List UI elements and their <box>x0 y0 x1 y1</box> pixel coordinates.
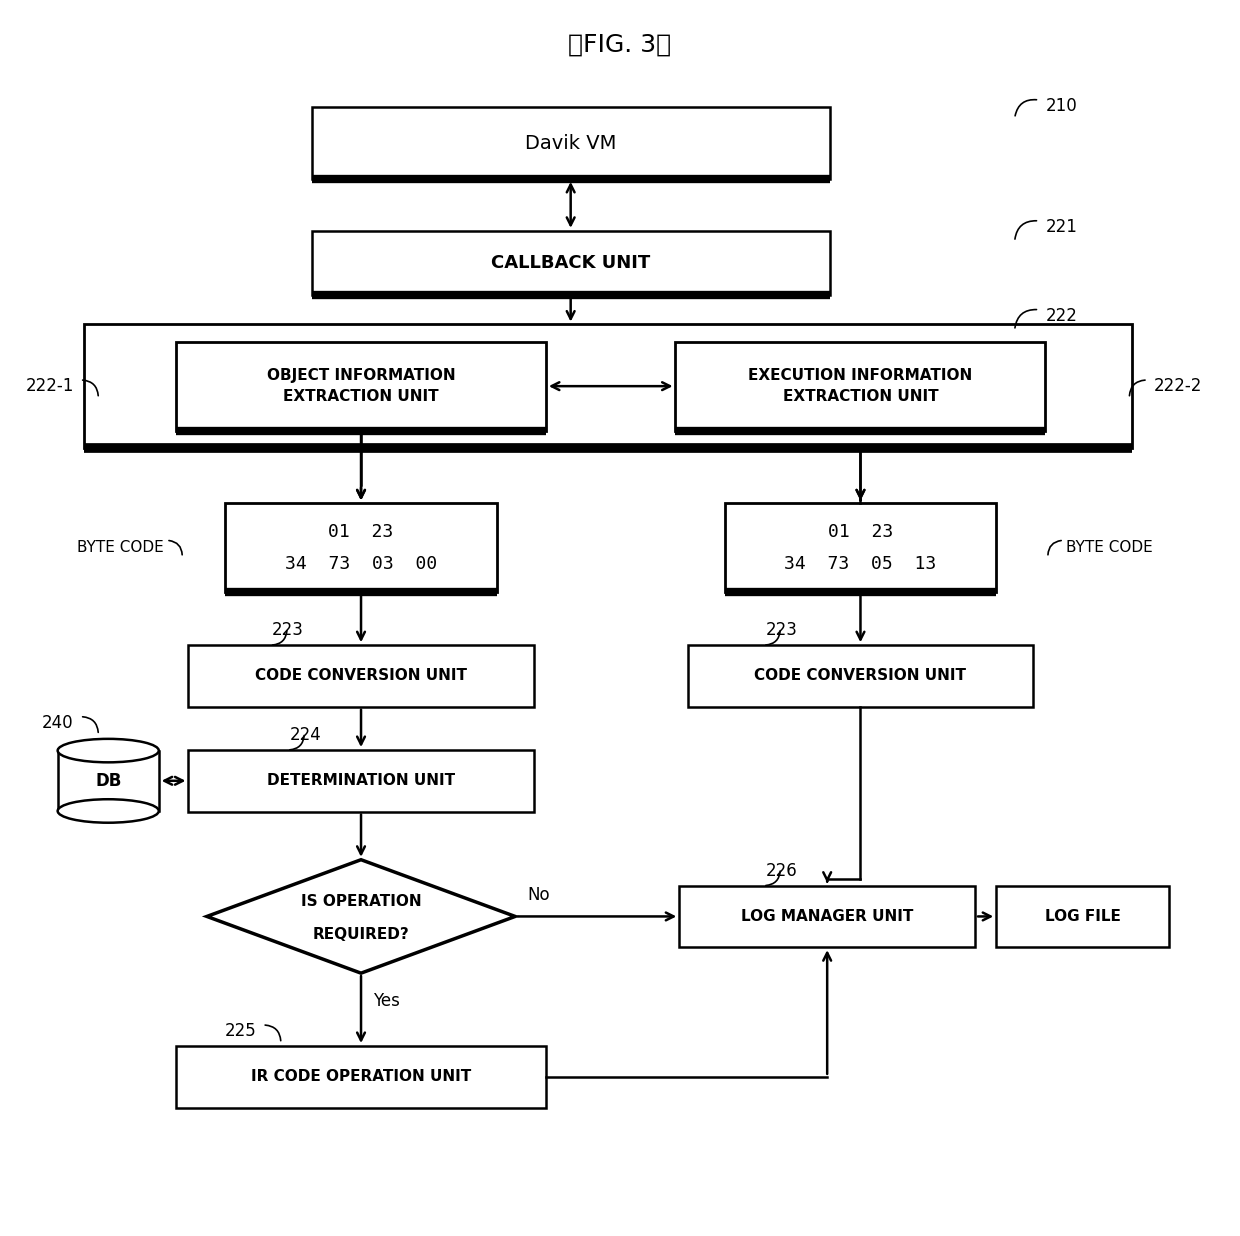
Text: 34  73  03  00: 34 73 03 00 <box>285 555 438 572</box>
Bar <box>176 1046 546 1107</box>
Text: 01  23: 01 23 <box>329 523 393 540</box>
Text: REQUIRED?: REQUIRED? <box>312 927 409 942</box>
Text: 01  23: 01 23 <box>828 523 893 540</box>
Text: CALLBACK UNIT: CALLBACK UNIT <box>491 253 650 272</box>
Text: 240: 240 <box>42 714 73 732</box>
Bar <box>688 645 1033 707</box>
Bar <box>676 342 1045 430</box>
Text: 222-2: 222-2 <box>1154 377 1203 396</box>
Text: No: No <box>527 886 551 904</box>
Text: BYTE CODE: BYTE CODE <box>1066 540 1153 555</box>
Ellipse shape <box>57 800 159 823</box>
Text: CODE CONVERSION UNIT: CODE CONVERSION UNIT <box>754 669 966 684</box>
Bar <box>188 645 533 707</box>
Text: BYTE CODE: BYTE CODE <box>77 540 164 555</box>
Bar <box>226 503 497 592</box>
Bar <box>311 231 830 295</box>
Bar <box>996 886 1169 947</box>
Text: IR CODE OPERATION UNIT: IR CODE OPERATION UNIT <box>250 1069 471 1084</box>
Text: IS OPERATION: IS OPERATION <box>301 894 422 910</box>
Text: 223: 223 <box>273 622 304 639</box>
Text: Davik VM: Davik VM <box>525 133 616 153</box>
Text: CODE CONVERSION UNIT: CODE CONVERSION UNIT <box>255 669 467 684</box>
Text: 【FIG. 3】: 【FIG. 3】 <box>568 32 672 57</box>
Text: 221: 221 <box>1045 218 1078 236</box>
Text: 223: 223 <box>765 622 797 639</box>
Text: DETERMINATION UNIT: DETERMINATION UNIT <box>267 774 455 789</box>
Text: LOG MANAGER UNIT: LOG MANAGER UNIT <box>742 908 914 925</box>
Text: 224: 224 <box>289 727 321 744</box>
Bar <box>57 750 159 811</box>
Text: 222-1: 222-1 <box>25 377 73 396</box>
Bar <box>725 503 996 592</box>
Text: Yes: Yes <box>373 991 401 1010</box>
Text: EXECUTION INFORMATION
EXTRACTION UNIT: EXECUTION INFORMATION EXTRACTION UNIT <box>749 368 972 404</box>
Text: 222: 222 <box>1045 307 1078 325</box>
Bar <box>311 108 830 179</box>
Text: 34  73  05  13: 34 73 05 13 <box>785 555 936 572</box>
Text: OBJECT INFORMATION
EXTRACTION UNIT: OBJECT INFORMATION EXTRACTION UNIT <box>267 368 455 404</box>
Text: DB: DB <box>95 771 122 790</box>
Ellipse shape <box>57 739 159 763</box>
Bar <box>176 342 546 430</box>
Polygon shape <box>207 860 515 973</box>
Text: 225: 225 <box>224 1022 257 1041</box>
Bar <box>680 886 975 947</box>
Text: 226: 226 <box>765 861 797 880</box>
Text: LOG FILE: LOG FILE <box>1044 908 1121 925</box>
Bar <box>188 750 533 812</box>
Text: 210: 210 <box>1045 98 1078 115</box>
Bar <box>83 325 1132 447</box>
